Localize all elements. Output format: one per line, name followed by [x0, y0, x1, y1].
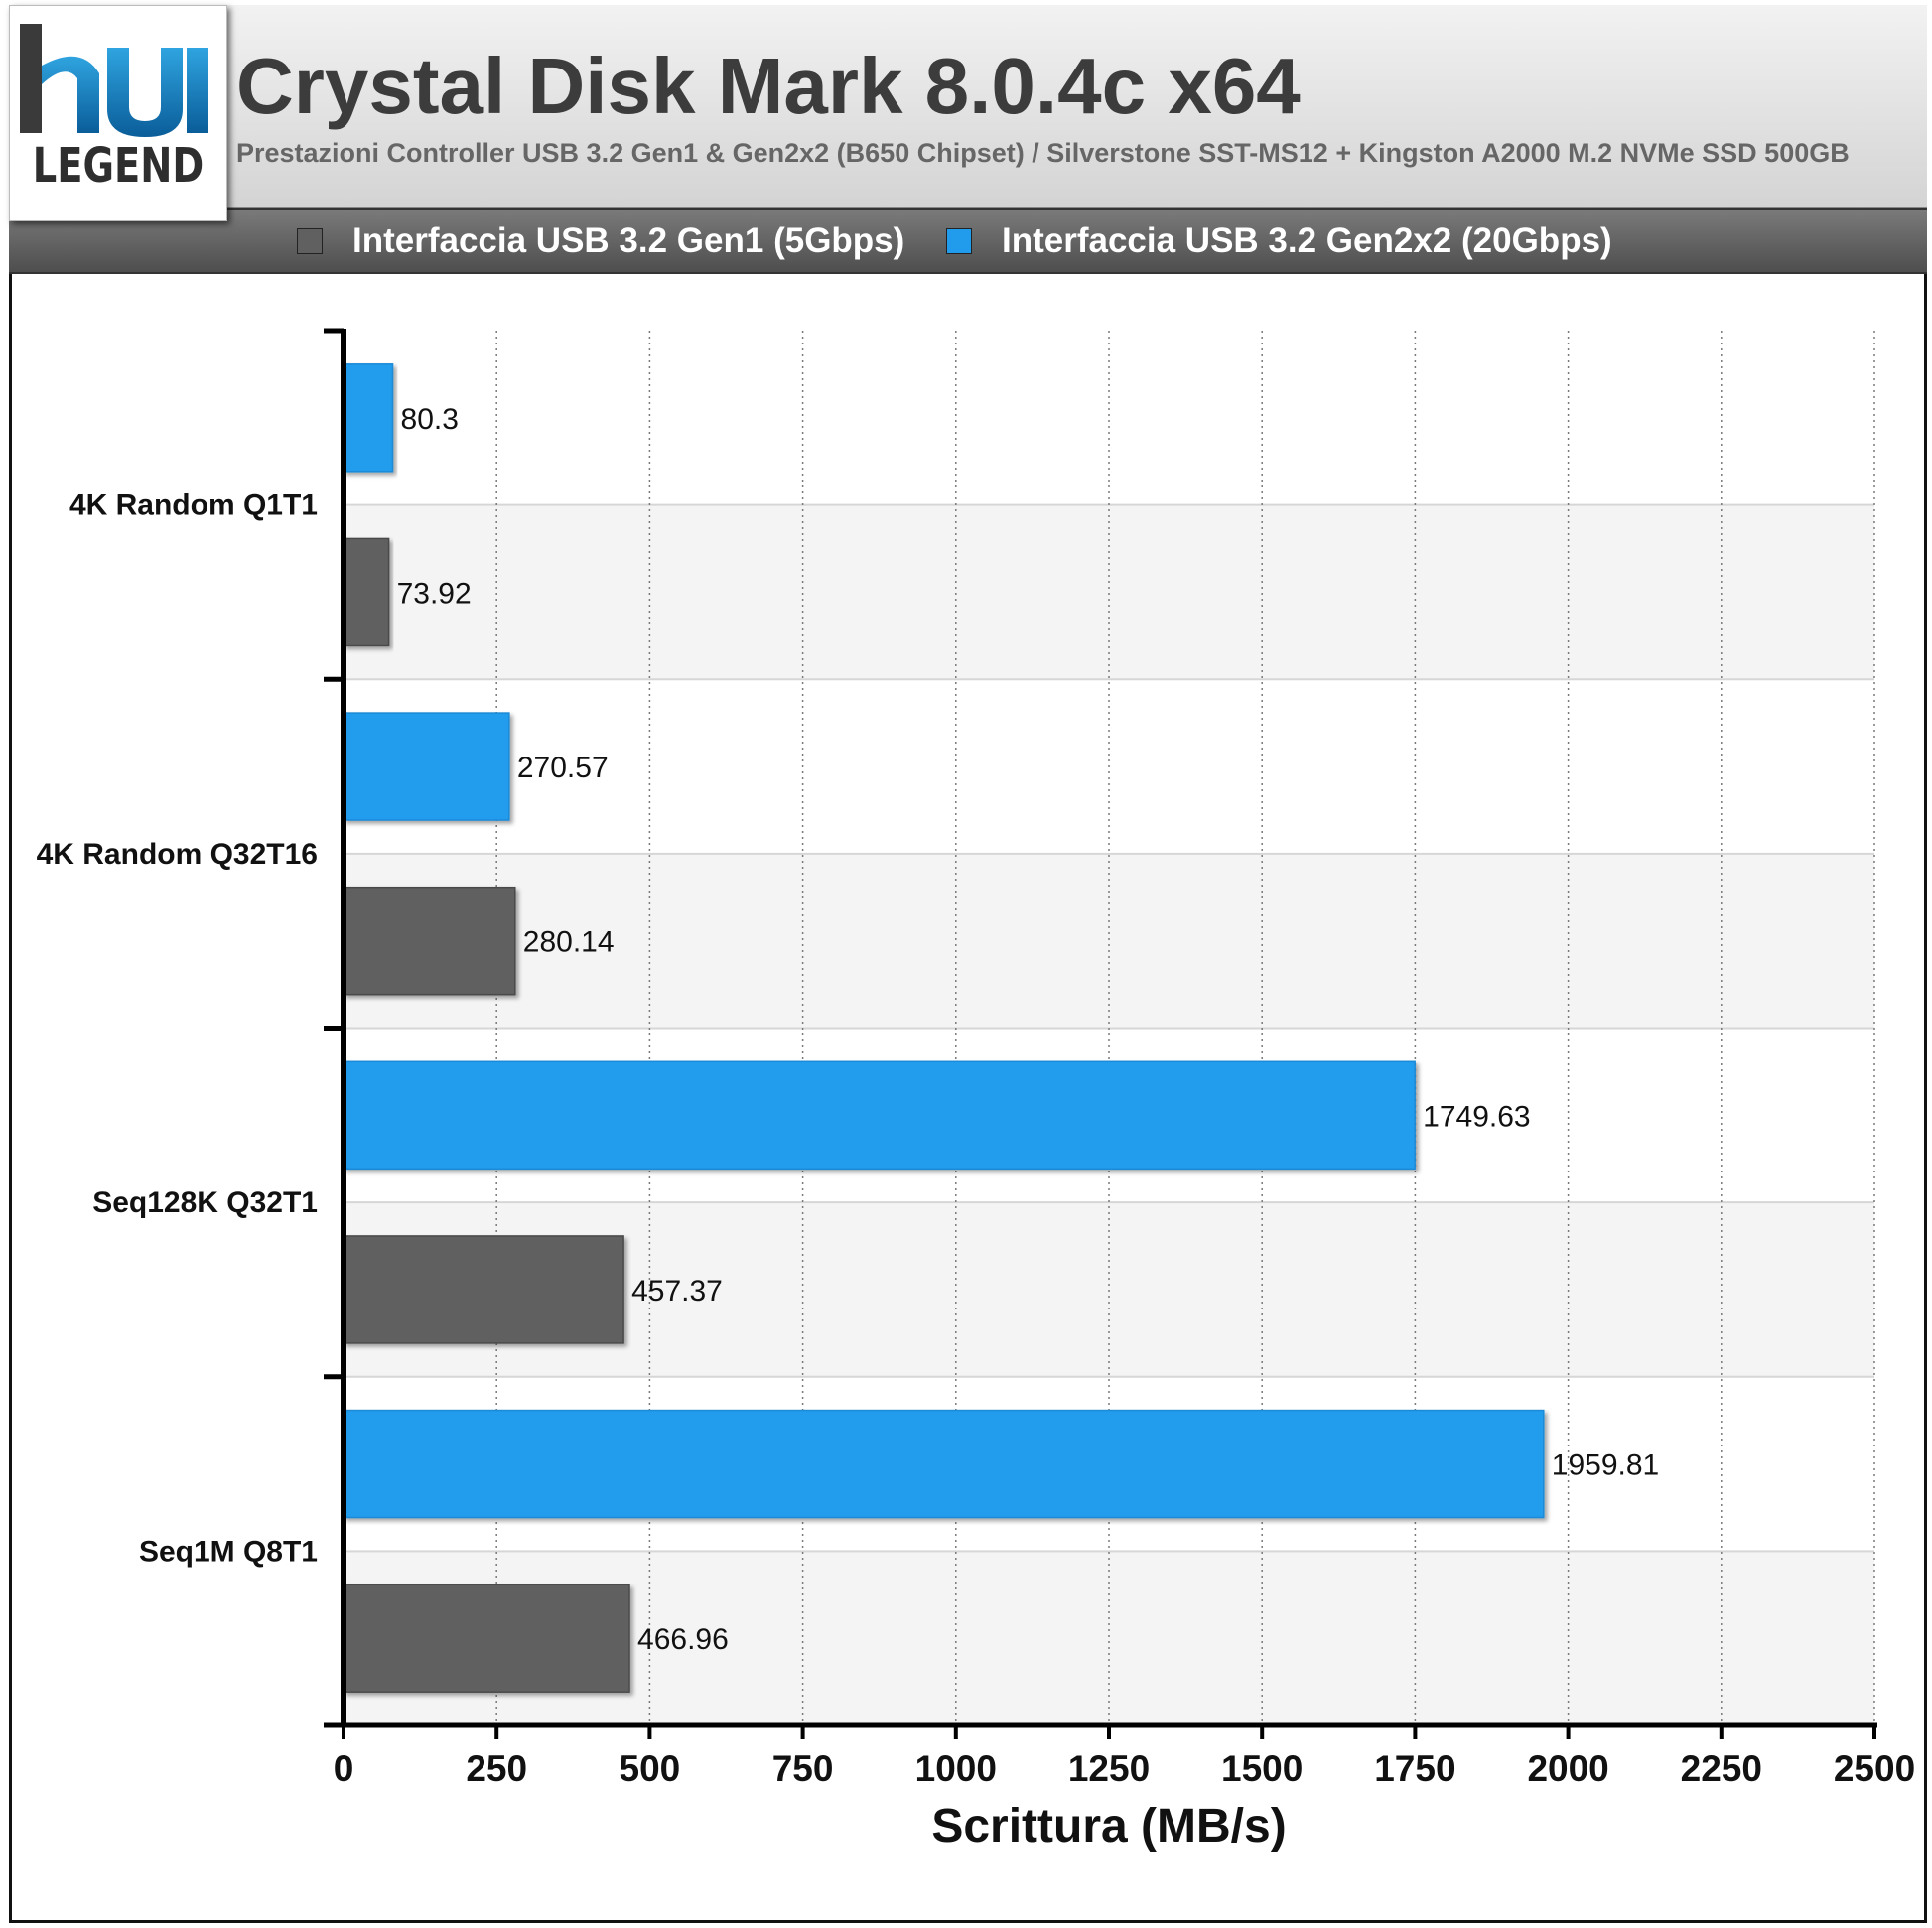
x-tick-label: 1750	[1374, 1748, 1455, 1789]
bar-gen2x2	[343, 1409, 1545, 1519]
chart-subtitle: Prestazioni Controller USB 3.2 Gen1 & Ge…	[236, 138, 1850, 168]
legend-item-gen1: Interfaccia USB 3.2 Gen1 (5Gbps)	[297, 210, 904, 272]
x-tick-label: 750	[772, 1748, 834, 1789]
x-tick-label: 250	[466, 1748, 527, 1789]
hwlegend-logo: LEGEND	[9, 5, 227, 221]
value-label-gen2x2: 270.57	[517, 752, 609, 784]
value-label-gen1: 466.96	[637, 1623, 729, 1656]
bar-gen2x2	[343, 1060, 1416, 1171]
value-label-gen2x2: 1749.63	[1423, 1100, 1530, 1133]
y-tick-label: 4K Random Q1T1	[69, 489, 318, 522]
bar-gen1	[343, 886, 516, 996]
x-tick-label: 1500	[1221, 1748, 1303, 1789]
y-tick-label: Seq128K Q32T1	[92, 1186, 318, 1219]
x-tick-label: 2250	[1681, 1748, 1762, 1789]
value-label-gen1: 280.14	[523, 926, 615, 959]
x-tick-label: 2000	[1527, 1748, 1608, 1789]
legend-swatch-gen2x2	[946, 228, 972, 254]
chart-title: Crystal Disk Mark 8.0.4c x64	[236, 42, 1301, 130]
y-tick-label: 4K Random Q32T16	[37, 838, 318, 871]
legend-item-gen2x2: Interfaccia USB 3.2 Gen2x2 (20Gbps)	[946, 210, 1612, 272]
hw-logo-icon	[20, 24, 208, 137]
chart-header: Crystal Disk Mark 8.0.4c x64 Prestazioni…	[9, 5, 1927, 208]
bar-gen2x2	[343, 712, 510, 821]
x-tick-label: 1250	[1068, 1748, 1150, 1789]
bar-gen1	[343, 537, 390, 647]
legend-swatch-gen1	[297, 228, 323, 254]
bar-gen1	[343, 1584, 630, 1693]
band-upper	[344, 331, 1874, 505]
bar-gen2x2	[343, 363, 394, 473]
legend-label-gen2x2: Interfaccia USB 3.2 Gen2x2 (20Gbps)	[1002, 221, 1612, 260]
logo-wordmark: LEGEND	[32, 138, 205, 194]
x-tick-label: 500	[620, 1748, 681, 1789]
legend: Interfaccia USB 3.2 Gen1 (5Gbps) Interfa…	[9, 208, 1927, 274]
bar-gen1	[343, 1235, 624, 1344]
y-tick-label: Seq1M Q8T1	[139, 1535, 318, 1568]
legend-label-gen1: Interfaccia USB 3.2 Gen1 (5Gbps)	[352, 221, 905, 260]
value-label-gen2x2: 80.3	[401, 403, 459, 436]
x-tick-label: 0	[334, 1748, 354, 1789]
value-label-gen2x2: 1959.81	[1552, 1449, 1659, 1482]
value-label-gen1: 73.92	[397, 577, 472, 610]
x-axis-title: Scrittura (MB/s)	[931, 1800, 1286, 1853]
x-tick-label: 2500	[1834, 1748, 1915, 1789]
x-tick-label: 1000	[915, 1748, 997, 1789]
value-label-gen1: 457.37	[631, 1275, 723, 1308]
